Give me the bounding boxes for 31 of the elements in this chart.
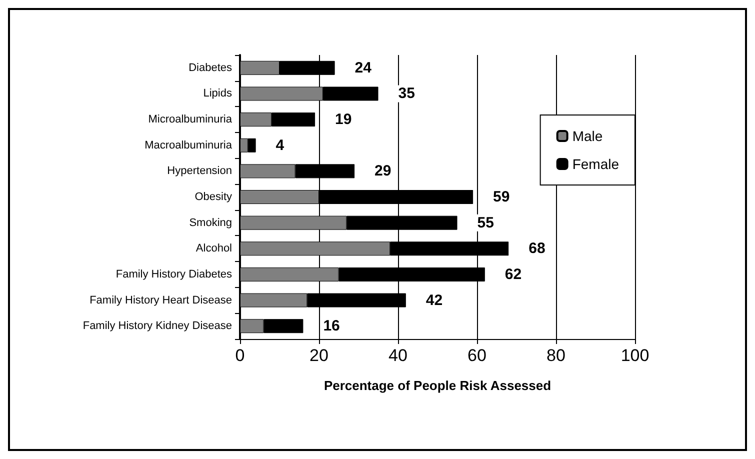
x-axis-title: Percentage of People Risk Assessed (324, 378, 552, 393)
total-label: 19 (335, 111, 352, 128)
y-tick-label: Macroalbuminuria (144, 139, 233, 152)
x-tick-label: 100 (620, 346, 650, 365)
total-label: 24 (354, 59, 372, 76)
total-label: 16 (323, 318, 340, 335)
x-tick-label: 40 (388, 346, 408, 365)
y-tick-label: Family History Diabetes (116, 268, 232, 280)
y-tick-label: Diabetes (188, 62, 232, 74)
y-tick-label: Smoking (189, 216, 232, 229)
x-tick-label: 0 (235, 346, 245, 365)
y-tick-label: Family History Heart Disease (90, 294, 232, 306)
total-label: 4 (276, 136, 285, 154)
y-tick-label: Microalbuminuria (148, 114, 233, 126)
legend-label: Male (572, 128, 603, 144)
x-tick-label: 20 (310, 346, 328, 365)
x-tick-label: 60 (468, 346, 486, 365)
y-tick-label: Alcohol (196, 242, 232, 255)
x-tick-label: 80 (546, 346, 566, 365)
total-label: 29 (374, 162, 392, 180)
total-label: 55 (477, 214, 494, 232)
y-tick-label: Hypertension (167, 165, 232, 178)
y-tick-label: Lipids (203, 88, 232, 100)
total-label: 62 (504, 266, 522, 283)
y-tick-label: Obesity (194, 191, 232, 203)
total-label: 42 (426, 292, 443, 309)
y-tick-label: Family History Kidney Disease (82, 320, 232, 332)
legend-label: Female (572, 156, 620, 172)
total-label: 35 (398, 85, 415, 102)
total-label: 68 (528, 240, 546, 258)
total-label: 59 (493, 188, 510, 206)
